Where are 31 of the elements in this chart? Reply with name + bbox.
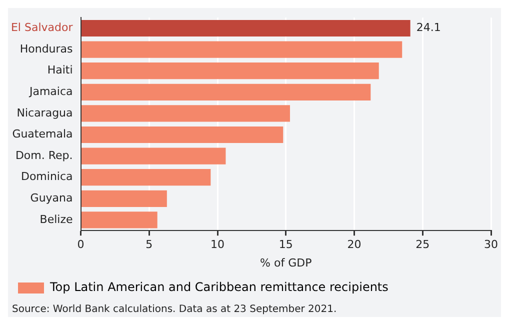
x-tick-label: 5: [146, 238, 153, 252]
x-tick-label: 15: [278, 238, 293, 252]
y-tick-label: Haiti: [47, 64, 73, 77]
bar: [82, 20, 410, 37]
y-tick-label: El Salvador: [10, 21, 74, 34]
x-tick-label: 0: [77, 238, 84, 252]
bar: [82, 169, 211, 186]
bar: [82, 190, 167, 207]
y-tick-label: Honduras: [20, 42, 74, 56]
legend-label: Top Latin American and Caribbean remittance recipients: [49, 280, 388, 294]
y-tick-label: Nicaragua: [16, 106, 73, 120]
bar: [82, 105, 290, 122]
bar: [82, 126, 284, 144]
x-tick-label: 25: [416, 238, 430, 252]
data-label: 24.1: [416, 21, 441, 34]
y-tick-label: Guatemala: [12, 128, 73, 141]
source-note: Source: World Bank calculations. Data as at 23 September 2021.: [11, 304, 338, 315]
x-tick-label: 30: [484, 238, 498, 252]
y-tick-label: Dominica: [20, 170, 73, 184]
bar: [82, 148, 226, 164]
bar: [82, 84, 371, 100]
y-tick-label: Dom. Rep.: [15, 148, 73, 162]
x-tick-label: 20: [347, 238, 362, 252]
bar: [82, 62, 379, 80]
y-tick-label: Jamaica: [28, 85, 73, 98]
x-tick-label: 10: [210, 238, 225, 252]
y-tick-label: Belize: [40, 212, 73, 226]
y-tick-label: Guyana: [30, 192, 73, 205]
x-axis-title: % of GDP: [260, 256, 312, 270]
bar: [82, 41, 402, 58]
bar: [82, 212, 158, 228]
